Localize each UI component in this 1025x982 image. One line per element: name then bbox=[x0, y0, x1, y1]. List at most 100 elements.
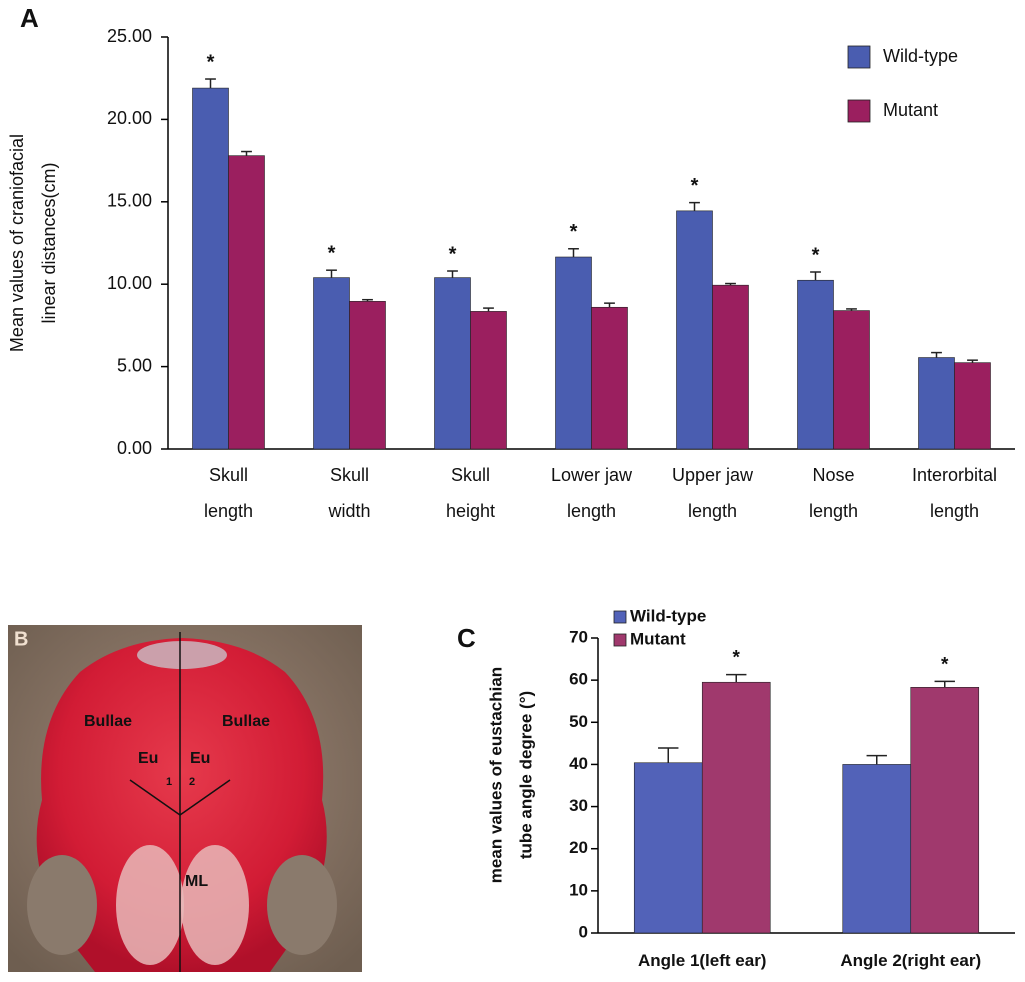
error-bar bbox=[447, 271, 458, 278]
bar bbox=[911, 687, 979, 933]
x-tick-label-line: Skull bbox=[209, 465, 248, 485]
x-tick-label-line: Angle 1(left ear) bbox=[638, 951, 766, 970]
x-tick-label-line: length bbox=[809, 501, 858, 521]
bar bbox=[834, 311, 870, 449]
error-bar bbox=[483, 308, 494, 311]
error-bar bbox=[205, 79, 216, 88]
photo-label: Bullae bbox=[84, 713, 132, 730]
x-tick-label-line: Skull bbox=[330, 465, 369, 485]
error-bar bbox=[935, 681, 955, 687]
y-tick-label: 20.00 bbox=[107, 108, 152, 128]
x-tick-label-line: width bbox=[327, 501, 370, 521]
x-tick-label-line: length bbox=[204, 501, 253, 521]
legend-swatch bbox=[848, 100, 870, 122]
significance-mark: * bbox=[812, 244, 820, 266]
y-axis-label: mean values of eustachian bbox=[486, 667, 505, 883]
x-tick-label: Skull width bbox=[327, 465, 370, 521]
bar bbox=[713, 285, 749, 449]
x-tick-label-line: length bbox=[688, 501, 737, 521]
error-bar bbox=[568, 249, 579, 257]
x-tick-label: Skull height bbox=[446, 465, 495, 521]
bar bbox=[702, 682, 770, 933]
panel-label: C bbox=[457, 623, 476, 653]
y-tick-label: 25.00 bbox=[107, 26, 152, 46]
photo-label: 1 bbox=[166, 776, 172, 788]
x-tick-label: Skull length bbox=[204, 465, 253, 521]
y-tick-label: 10.00 bbox=[107, 273, 152, 293]
error-bar bbox=[726, 675, 746, 683]
photo-label: 2 bbox=[189, 776, 195, 788]
y-tick-label: 5.00 bbox=[117, 355, 152, 375]
photo-label: Eu bbox=[138, 750, 158, 767]
legend-swatch bbox=[614, 611, 626, 623]
bar bbox=[556, 257, 592, 449]
y-axis-label: Mean values of craniofacial bbox=[7, 134, 27, 352]
photo-label: Eu bbox=[190, 750, 210, 767]
photo-label: ML bbox=[185, 873, 208, 890]
panel-label: A bbox=[20, 3, 39, 33]
significance-mark: * bbox=[691, 175, 699, 197]
figure: B Bullae Bullae Eu Eu 1 2 ML A Mean values of cra… bbox=[0, 0, 1025, 977]
photo-label: Bullae bbox=[222, 713, 270, 730]
error-bar bbox=[326, 270, 337, 277]
legend-swatch bbox=[848, 46, 870, 68]
y-axis-label: linear distances(cm) bbox=[39, 162, 59, 323]
y-tick-label: 40 bbox=[569, 754, 588, 773]
y-tick-label: 15.00 bbox=[107, 191, 152, 211]
x-tick-label-line: Upper jaw bbox=[672, 465, 754, 485]
significance-mark: * bbox=[328, 242, 336, 264]
x-tick-label-line: length bbox=[930, 501, 979, 521]
x-tick-label-line: height bbox=[446, 501, 495, 521]
x-tick-label: Upper jaw length bbox=[672, 465, 754, 521]
error-bar bbox=[810, 272, 821, 280]
y-tick-label: 60 bbox=[569, 670, 588, 689]
orbit bbox=[267, 855, 337, 955]
bar bbox=[592, 307, 628, 449]
legend-label: Wild-type bbox=[630, 606, 706, 625]
bar bbox=[955, 363, 991, 449]
y-tick-label: 30 bbox=[569, 796, 588, 815]
x-tick-label-line: Lower jaw bbox=[551, 465, 633, 485]
x-tick-label-line: Nose bbox=[812, 465, 854, 485]
bar bbox=[677, 211, 713, 449]
legend-label: Mutant bbox=[883, 100, 938, 120]
bar bbox=[634, 763, 702, 933]
bar bbox=[229, 156, 265, 449]
panel-b-photo bbox=[8, 625, 362, 972]
legend-label: Wild-type bbox=[883, 46, 958, 66]
y-axis-label: tube angle degree (°) bbox=[516, 691, 535, 859]
y-tick-label: 50 bbox=[569, 712, 588, 731]
bar bbox=[314, 278, 350, 449]
significance-mark: * bbox=[733, 648, 741, 669]
significance-mark: * bbox=[570, 221, 578, 243]
bar bbox=[919, 358, 955, 449]
y-tick-label: 0.00 bbox=[117, 438, 152, 458]
bar bbox=[193, 88, 229, 449]
skull-opening bbox=[137, 641, 227, 669]
x-tick-label-line: Skull bbox=[451, 465, 490, 485]
x-tick-label: Angle 1(left ear) bbox=[638, 951, 766, 970]
y-tick-label: 70 bbox=[569, 627, 588, 646]
x-tick-label-line: Angle 2(right ear) bbox=[840, 951, 981, 970]
x-tick-label: Angle 2(right ear) bbox=[840, 951, 981, 970]
panel-label: B bbox=[14, 628, 28, 650]
error-bar bbox=[241, 152, 252, 156]
legend-label: Mutant bbox=[630, 629, 686, 648]
y-tick-label: 10 bbox=[569, 880, 588, 899]
bar bbox=[471, 311, 507, 449]
error-bar bbox=[658, 748, 678, 763]
error-bar bbox=[931, 353, 942, 358]
x-tick-label: Nose length bbox=[809, 465, 858, 521]
bar bbox=[435, 278, 471, 449]
error-bar bbox=[867, 756, 887, 765]
bone bbox=[181, 845, 249, 965]
error-bar bbox=[689, 203, 700, 211]
bone bbox=[116, 845, 184, 965]
x-tick-label: Interorbitallength bbox=[912, 465, 997, 521]
error-bar bbox=[604, 303, 615, 307]
legend-swatch bbox=[614, 634, 626, 646]
bar bbox=[843, 764, 911, 933]
y-tick-label: 0 bbox=[579, 922, 588, 941]
significance-mark: * bbox=[207, 51, 215, 73]
